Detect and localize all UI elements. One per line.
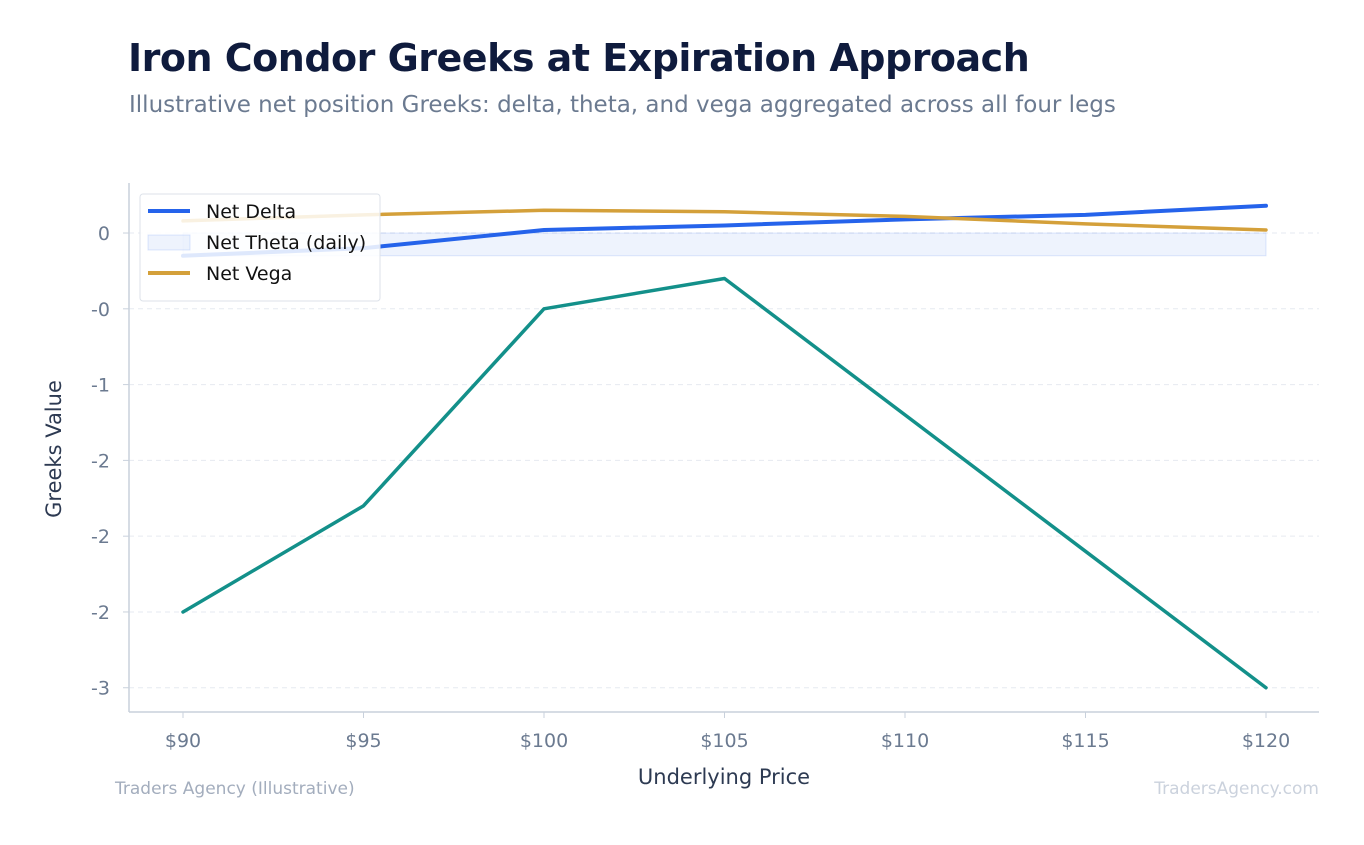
x-axis-label: Underlying Price	[638, 765, 810, 789]
legend[interactable]: Net Delta Net Theta (daily) Net Vega	[139, 193, 381, 302]
x-tick-label: $110	[881, 730, 929, 752]
tick-labels: 0 -0 -1 -2 -2 -2 -3 $90 $95 $100 $105 $110 $115 $120	[91, 223, 1290, 752]
y-tick-label: -1	[91, 375, 110, 397]
footer-source: Traders Agency (Illustrative)	[115, 779, 355, 799]
y-tick-label: 0	[98, 223, 110, 245]
x-tick-label: $95	[345, 730, 381, 752]
y-tick-label: -2	[91, 450, 110, 472]
x-tick-label: $105	[700, 730, 748, 752]
legend-item-label[interactable]: Net Delta	[206, 201, 296, 223]
x-tick-label: $120	[1242, 730, 1290, 752]
legend-item-label[interactable]: Net Vega	[206, 263, 292, 285]
y-axis-label: Greeks Value	[42, 380, 66, 518]
x-tick-label: $90	[165, 730, 201, 752]
legend-box	[139, 193, 381, 302]
y-tick-label: -0	[91, 299, 110, 321]
x-tick-label: $115	[1061, 730, 1109, 752]
axes	[123, 183, 1319, 718]
legend-item-label[interactable]: Net Theta (daily)	[206, 232, 366, 254]
chart-title: Iron Condor Greeks at Expiration Approac…	[128, 36, 1030, 80]
y-tick-label: -3	[91, 678, 110, 700]
y-tick-label: -2	[91, 602, 110, 624]
series-4-line	[181, 276, 1268, 690]
legend-swatch	[147, 234, 191, 251]
chart-subtitle: Illustrative net position Greeks: delta,…	[129, 92, 1116, 118]
y-tick-label: -2	[91, 526, 110, 548]
footer-brand: TradersAgency.com	[1154, 779, 1319, 799]
x-tick-label: $100	[520, 730, 568, 752]
